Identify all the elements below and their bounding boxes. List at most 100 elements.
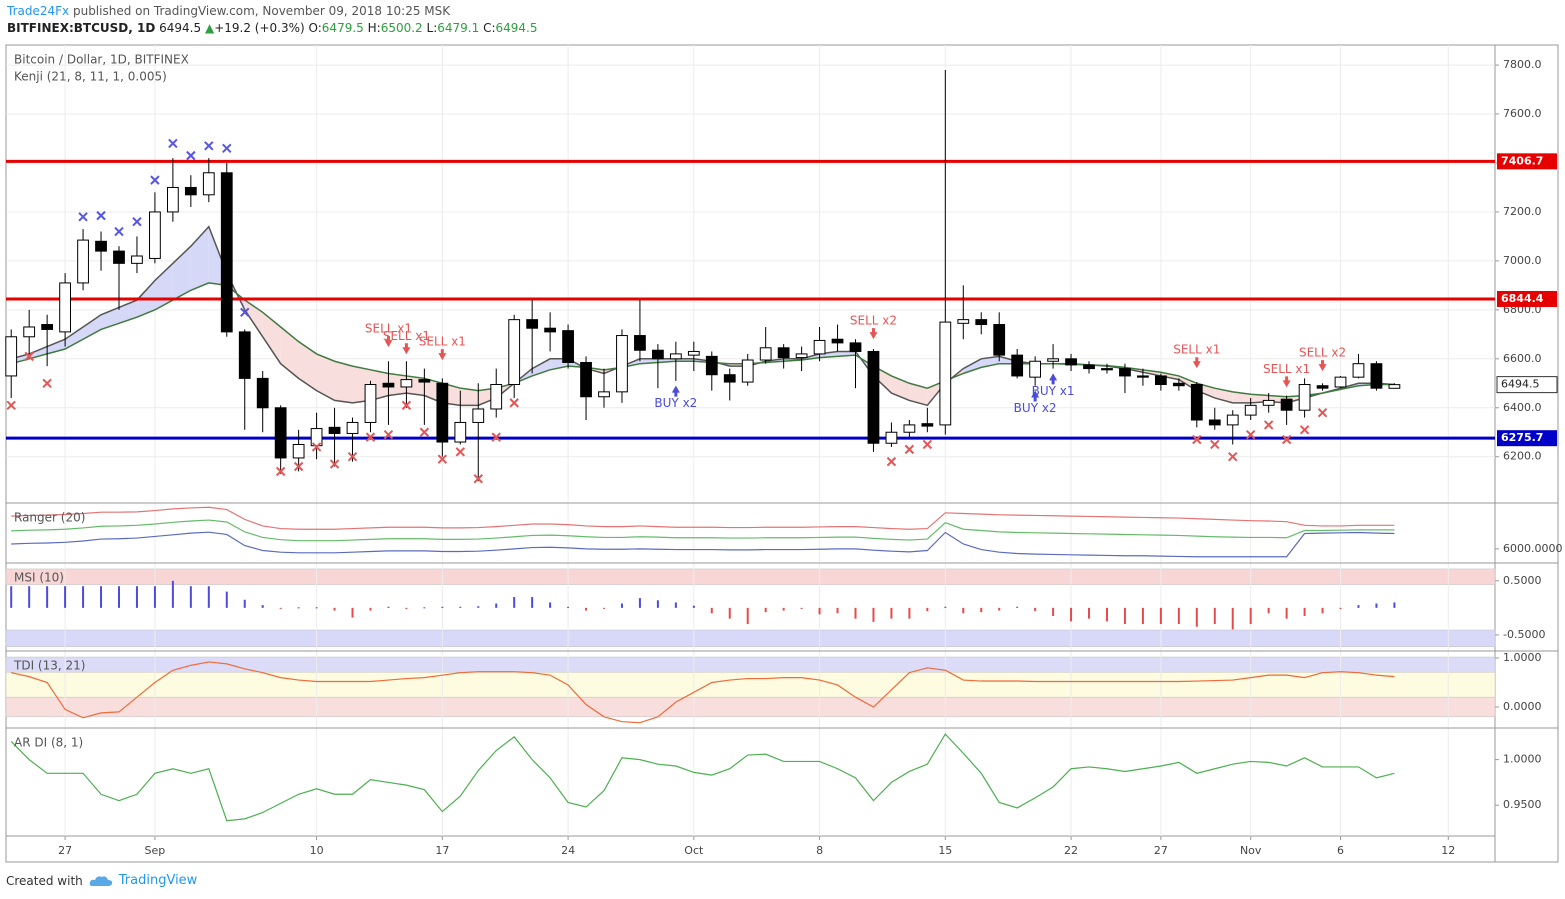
- candle-body: [436, 382, 449, 443]
- kenji-fill: [29, 346, 48, 359]
- signal-arrow: [384, 336, 393, 348]
- level-label: 7406.7: [1501, 154, 1543, 167]
- candle-body: [1370, 363, 1383, 389]
- candle-body: [454, 421, 467, 443]
- band: [5, 629, 1496, 648]
- x-tick-label: 15: [938, 844, 952, 857]
- signal-cross: [1317, 407, 1328, 418]
- candle-body: [508, 319, 521, 386]
- histogram-bar: [710, 607, 713, 614]
- signal-cross: [1210, 439, 1220, 450]
- histogram-bar: [603, 607, 606, 609]
- candle-body: [328, 426, 341, 434]
- level-label-box: [1497, 430, 1557, 447]
- signal-cross: [96, 210, 106, 221]
- histogram-bar: [423, 607, 426, 609]
- candle-body: [1083, 364, 1095, 370]
- candle-body: [41, 324, 54, 330]
- histogram-bar: [728, 607, 731, 619]
- histogram-bar: [1016, 606, 1019, 608]
- up-triangle: ▲: [204, 21, 215, 35]
- x-tick-label: 27: [58, 844, 72, 857]
- candle-body: [885, 431, 898, 444]
- y-tick-label: 0.0000: [1503, 700, 1542, 713]
- candle-body: [1190, 384, 1203, 421]
- histogram-bar: [207, 586, 210, 608]
- candle-body: [59, 282, 71, 333]
- histogram-bar: [567, 606, 570, 608]
- candle-body: [131, 255, 143, 264]
- signal-cross: [6, 400, 16, 411]
- y-tick-label: 1.0000: [1503, 753, 1542, 766]
- histogram-bar: [153, 586, 156, 608]
- histogram-bar: [890, 607, 893, 619]
- signal-cross: [114, 226, 124, 237]
- histogram-bar: [513, 597, 516, 608]
- candle-body: [723, 374, 736, 383]
- candle-body: [957, 319, 970, 324]
- candle-body: [5, 336, 18, 377]
- histogram-bar: [746, 607, 749, 625]
- histogram-bar: [225, 591, 228, 608]
- kenji-fill: [190, 226, 209, 291]
- histogram-bar: [1285, 607, 1288, 619]
- signal-arrow: [1282, 376, 1291, 388]
- candle-body: [1226, 414, 1239, 426]
- signal-cross: [329, 459, 340, 469]
- histogram-bar: [818, 607, 821, 615]
- footer: Created with TradingView: [6, 873, 197, 888]
- y-tick-label: 7200.0: [1503, 205, 1542, 218]
- label: O:: [308, 21, 322, 35]
- histogram-bar: [459, 606, 462, 608]
- histogram-bar: [1213, 607, 1216, 625]
- signal-cross: [78, 212, 88, 222]
- candle-body: [1101, 368, 1113, 371]
- ohlc-h: H:6500.2: [368, 21, 423, 35]
- candle-body: [975, 319, 988, 326]
- candle-body: [705, 355, 718, 376]
- created-with: Created with: [6, 873, 83, 888]
- histogram-bar: [495, 603, 498, 608]
- x-tick-label: 27: [1154, 844, 1168, 857]
- pane-title: Bitcoin / Dollar, 1D, BITFINEX: [14, 53, 189, 67]
- x-tick-label: 12: [1441, 844, 1455, 857]
- signal-cross: [204, 141, 214, 151]
- value: 6479.5: [321, 21, 364, 35]
- x-tick-label: 17: [435, 844, 449, 857]
- indicator-line: [11, 519, 1395, 542]
- published: published on TradingView.com, November 0…: [72, 4, 451, 18]
- level-label: 6275.7: [1501, 431, 1543, 444]
- signal-label: SELL x1: [383, 329, 430, 343]
- signal-cross: [491, 432, 501, 442]
- candle-body: [1154, 375, 1167, 386]
- signal-arrow: [869, 328, 878, 340]
- x-tick-label: Oct: [684, 844, 704, 857]
- candle-body: [202, 172, 215, 196]
- candle-body: [1388, 384, 1401, 389]
- candle-body: [274, 407, 287, 459]
- y-tick-label: 6600.0: [1503, 352, 1542, 365]
- candle-body: [256, 377, 269, 409]
- candle-body: [903, 424, 916, 433]
- signal-label: SELL x1: [365, 322, 412, 336]
- candle-body: [1172, 382, 1185, 387]
- signal-cross: [1281, 434, 1292, 445]
- candle-body: [472, 408, 485, 423]
- candle-body: [867, 350, 880, 444]
- last-price-box: [1496, 376, 1558, 394]
- signal-arrow: [438, 349, 447, 361]
- candle-body: [849, 342, 862, 352]
- y-tick-label: 1.0000: [1503, 651, 1542, 664]
- candle-body: [598, 391, 610, 398]
- candle-body: [238, 331, 251, 379]
- signal-cross: [24, 351, 34, 362]
- signal-cross: [401, 400, 412, 411]
- candle-body: [1011, 354, 1024, 377]
- indicator-line: [11, 531, 1395, 558]
- histogram-bar: [549, 602, 552, 608]
- candle-body: [544, 327, 557, 333]
- histogram-bar: [261, 605, 264, 608]
- candle-body: [1029, 360, 1042, 378]
- y-tick-label: 6000.0000: [1503, 542, 1563, 555]
- candle-body: [1352, 363, 1365, 378]
